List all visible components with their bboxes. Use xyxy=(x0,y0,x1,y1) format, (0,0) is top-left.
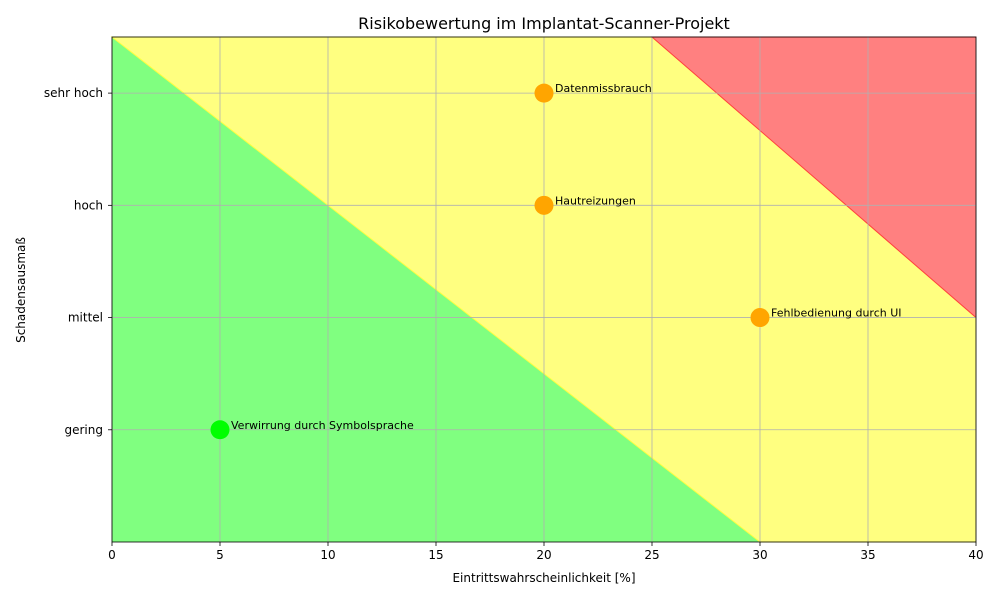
x-tick-label: 25 xyxy=(644,548,659,562)
x-tick-label: 5 xyxy=(216,548,224,562)
x-tick-label: 40 xyxy=(968,548,983,562)
x-tick-label: 20 xyxy=(536,548,551,562)
chart-title: Risikobewertung im Implantat-Scanner-Pro… xyxy=(358,14,730,33)
x-tick-label: 15 xyxy=(428,548,443,562)
risk-point xyxy=(534,83,554,103)
y-axis-label: Schadensausmaß xyxy=(14,237,28,343)
risk-point-label: Fehlbedienung durch UI xyxy=(771,307,902,320)
risk-point-label: Datenmissbrauch xyxy=(555,82,652,95)
risk-point-label: Hautreizungen xyxy=(555,194,636,207)
x-tick-label: 30 xyxy=(752,548,767,562)
y-tick-label: sehr hoch xyxy=(44,86,103,100)
risk-point xyxy=(750,308,770,328)
risk-point xyxy=(210,420,230,440)
y-tick-label: hoch xyxy=(74,198,103,212)
y-tick-label: mittel xyxy=(68,311,103,325)
x-tick-label: 10 xyxy=(320,548,335,562)
x-axis-label: Eintrittswahrscheinlichkeit [%] xyxy=(452,571,635,585)
risk-point xyxy=(534,195,554,215)
x-axis-ticks: 0 5 10 15 20 25 30 35 40 xyxy=(108,542,984,562)
y-axis-ticks: gering mittel hoch sehr hoch xyxy=(44,86,112,437)
x-tick-label: 0 xyxy=(108,548,116,562)
y-tick-label: gering xyxy=(65,423,104,437)
x-tick-label: 35 xyxy=(860,548,875,562)
risk-point-label: Verwirrung durch Symbolsprache xyxy=(231,419,414,432)
data-points: Datenmissbrauch Hautreizungen Fehlbedienun… xyxy=(210,82,902,440)
